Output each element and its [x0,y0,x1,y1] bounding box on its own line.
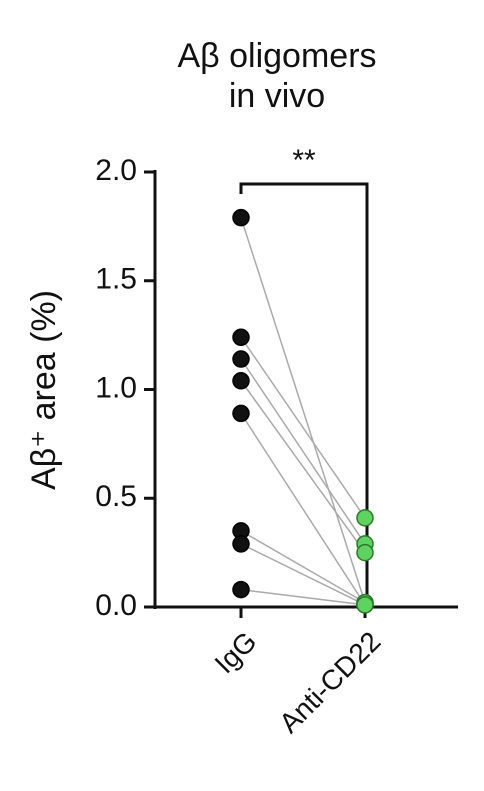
data-point [356,543,374,562]
data-point [232,208,250,227]
pair-line [240,380,366,554]
data-point [232,404,250,423]
y-tick-label: 1.5 [95,263,137,296]
data-point [356,596,374,614]
pair-line [240,336,366,519]
data-point [232,328,250,347]
y-tick-label: 0.0 [95,589,137,622]
pair-line [240,588,366,606]
data-point [232,350,250,368]
y-tick-label: 1.0 [95,371,137,404]
x-tick-label: IgG [209,626,263,680]
pair-line [240,530,366,604]
y-tick-label: 2.0 [95,154,137,187]
data-point [356,509,374,527]
y-axis-label: Aβ⁺ area (%) [25,290,63,490]
pair-line [240,217,366,603]
y-tick-label: 0.5 [95,480,137,513]
data-point [232,535,250,553]
pair-line [240,413,366,606]
pair-line [240,358,366,545]
significance-bracket [239,182,369,610]
chart-title-line: Aβ oligomers [177,37,376,75]
significance-label: ** [292,144,316,177]
data-point [232,372,250,390]
x-tick-label: Anti-CD22 [273,626,386,739]
data-point [232,580,250,599]
chart-title-line: in vivo [229,77,325,115]
pair-line [240,543,366,606]
